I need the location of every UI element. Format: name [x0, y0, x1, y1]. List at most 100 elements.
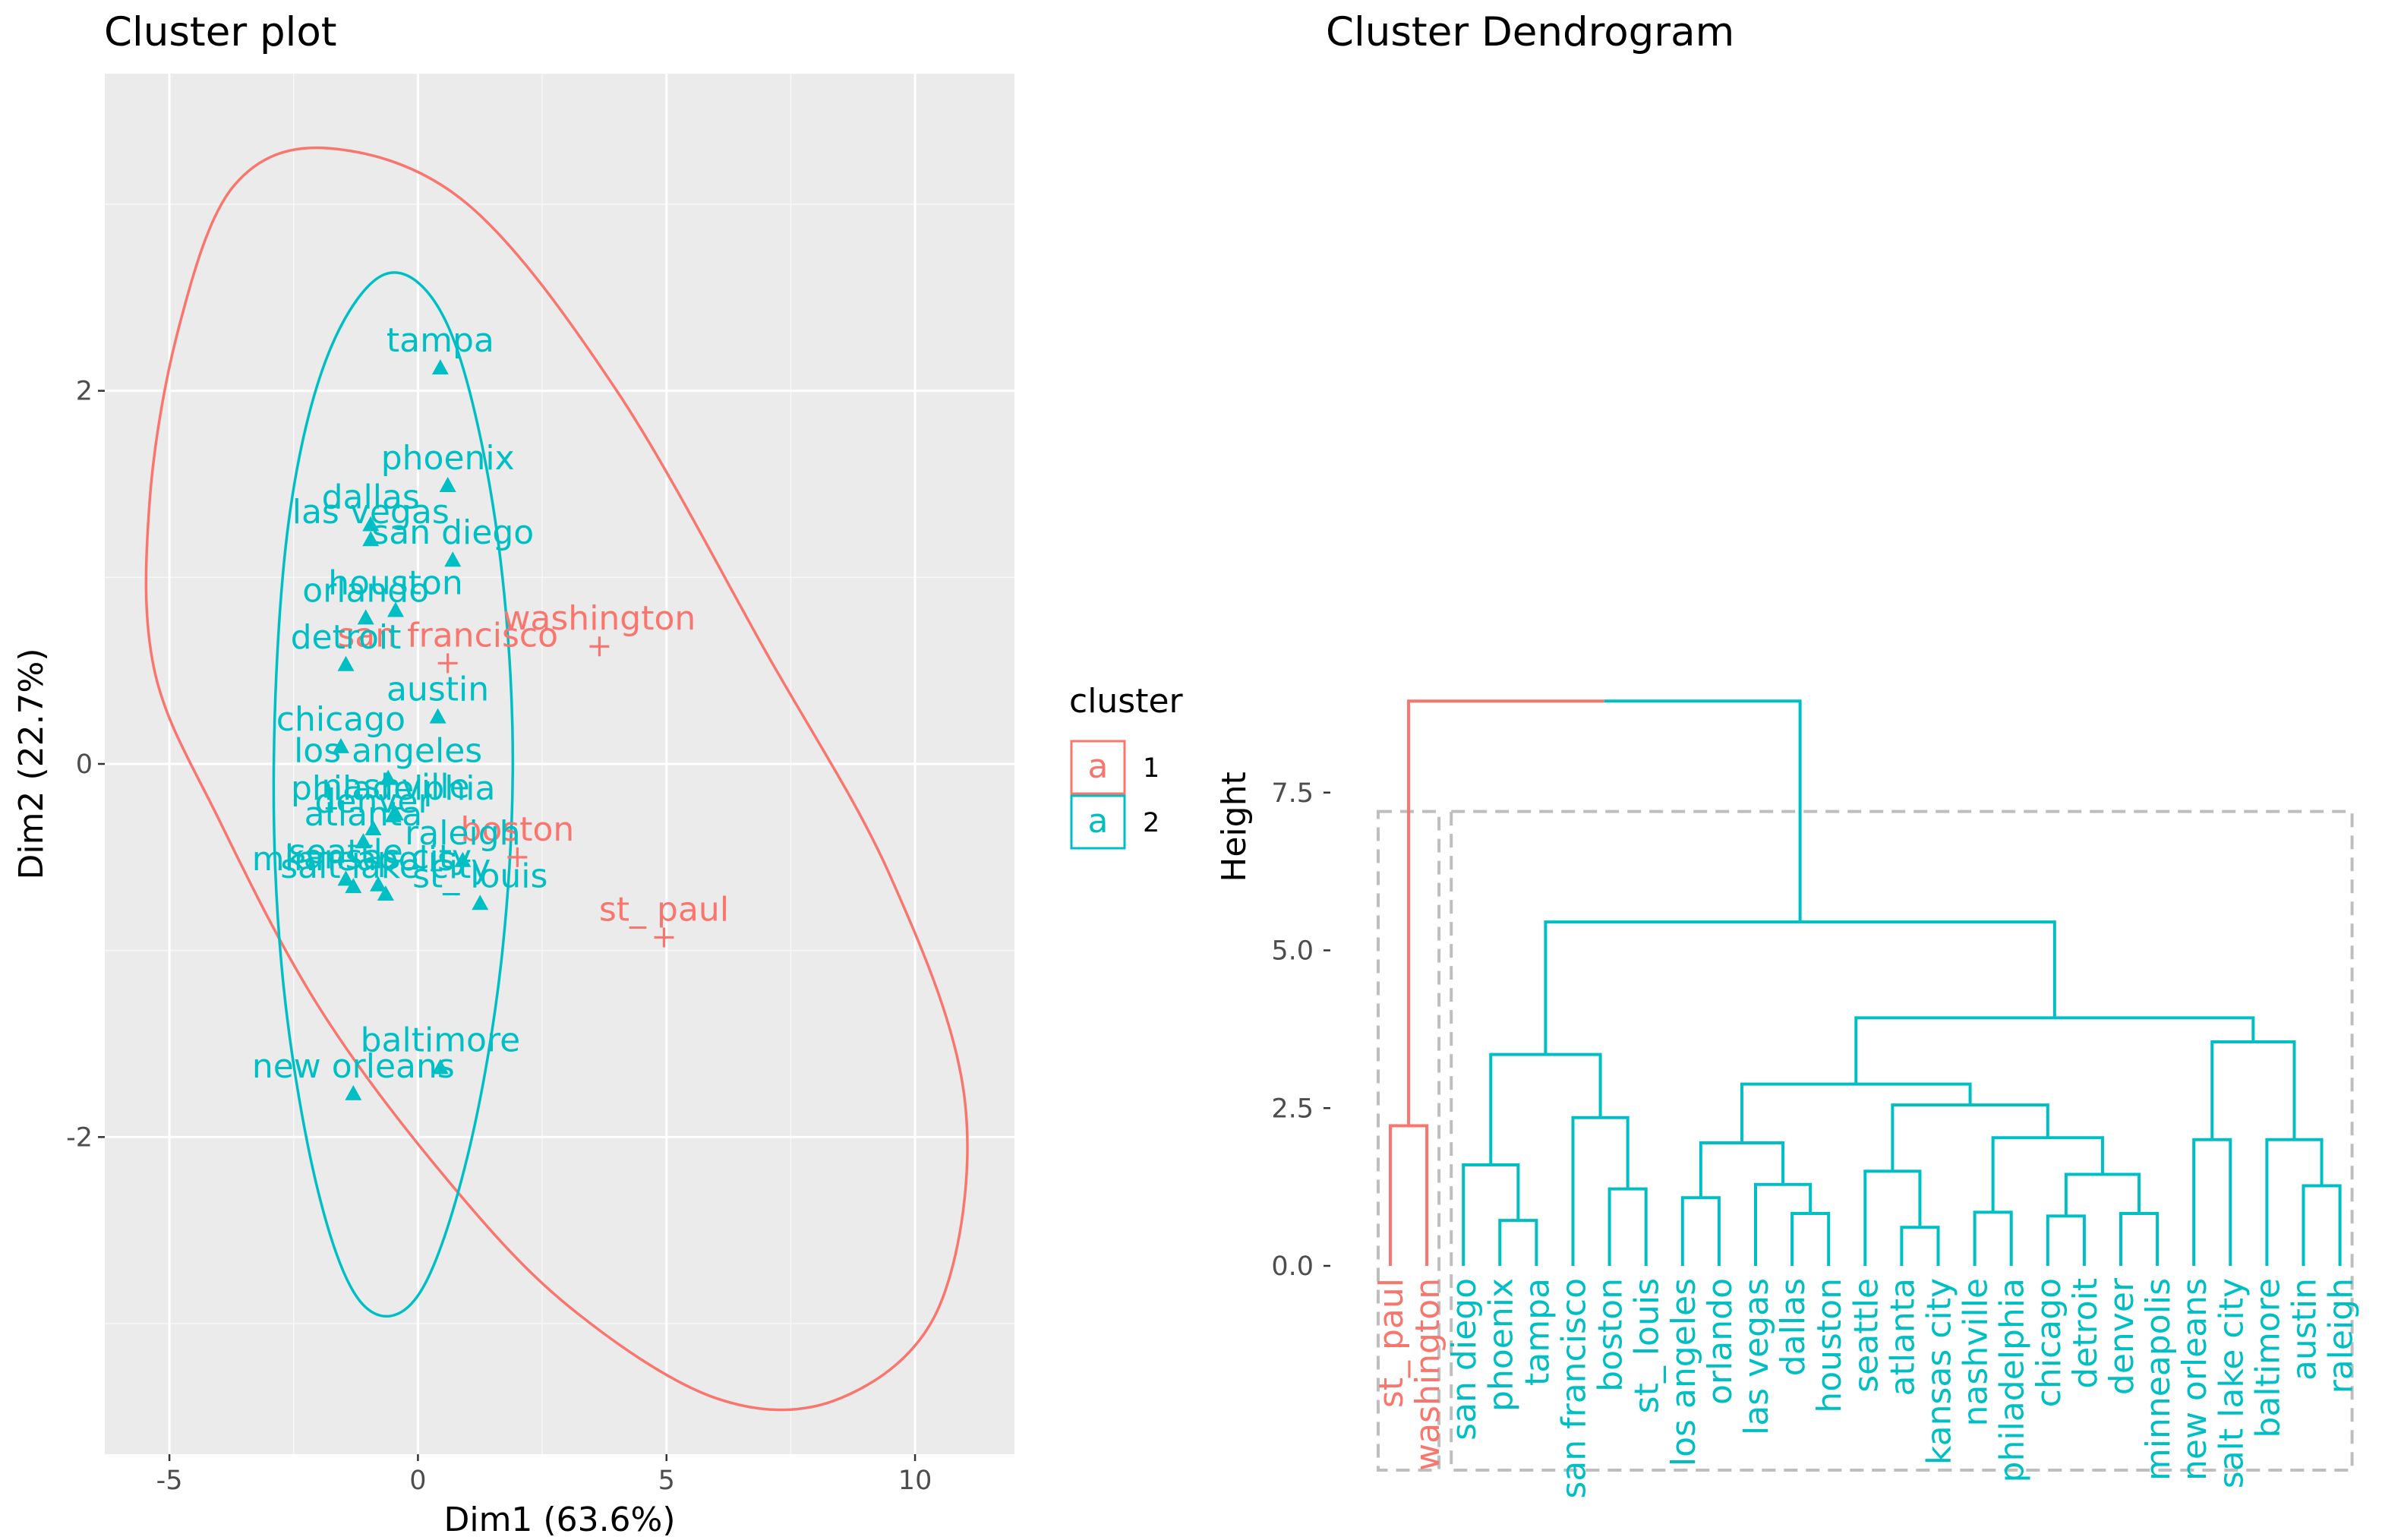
point-marker [370, 876, 387, 891]
dendrogram-branch [2302, 1184, 2342, 1266]
leaf-label: salt lake city [2212, 1278, 2251, 1488]
y-tick-label: 0.0 [1271, 1251, 1314, 1282]
leaf-label: phoenix [1481, 1278, 1520, 1412]
height-axis-title: Height [1215, 772, 1254, 882]
point-label: philadelphia [291, 769, 495, 808]
point-label: minneapolis [252, 840, 455, 879]
dendrogram-branch [2064, 1172, 2141, 1217]
leaf-label: orlando [1701, 1278, 1740, 1405]
point-marker [345, 1084, 362, 1100]
dendrogram-branch [2046, 1214, 2086, 1266]
dendrogram-branch [1973, 1210, 2013, 1266]
leaf-label: st_ paul [1372, 1278, 1411, 1408]
dendrogram-branch [2119, 1212, 2160, 1266]
leaf-label: dallas [1774, 1278, 1813, 1376]
legend-title: cluster [1069, 682, 1184, 721]
leaf-label: washington [1409, 1278, 1447, 1471]
dendrogram-branch [1900, 1226, 1940, 1266]
point-marker [337, 870, 355, 886]
point-marker [380, 769, 397, 785]
leaf-label: baltimore [2248, 1278, 2287, 1438]
leaf-label: raleigh [2322, 1278, 2361, 1393]
point-marker [355, 833, 372, 849]
point-label: orlando [302, 571, 429, 610]
leaf-label: san francisco [1555, 1278, 1594, 1499]
point-label: kansas city [285, 838, 472, 877]
point-marker [589, 636, 610, 657]
dendrogram-branch [1544, 920, 2056, 1055]
y-tick-label: -2 [66, 1122, 93, 1153]
dendrogram-branch [1498, 1219, 1538, 1266]
dendrogram-branch [2210, 1040, 2296, 1140]
leaf-label: chicago [2030, 1278, 2068, 1407]
dendrogram-branch [1389, 1124, 1429, 1266]
point-label: phoenix [381, 439, 515, 478]
point-label: nashville [321, 767, 469, 806]
point-label: baltimore [361, 1021, 521, 1059]
leaf-label: atlanta [1883, 1278, 1922, 1396]
x-tick-label: -5 [156, 1466, 183, 1496]
x-axis-title: Dim1 (63.6%) [443, 1501, 675, 1539]
leaf-label: las vegas [1737, 1278, 1776, 1435]
cluster-plot-title: Cluster plot [104, 9, 337, 55]
point-label: atlanta [304, 795, 423, 834]
dendrogram-branch [1462, 1163, 1520, 1266]
leaf-label: st_ louis [1628, 1278, 1667, 1413]
y-axis-ticks: 0.0 2.5 5.0 7.5 [1271, 778, 1330, 1282]
point-marker [654, 927, 674, 948]
y-tick-label: 0 [76, 749, 93, 780]
point-marker [429, 708, 446, 724]
dendrogram-branch [1790, 1212, 1831, 1266]
legend-label: 2 [1143, 808, 1159, 838]
point-marker [437, 653, 458, 674]
dendrogram-branch [1854, 1016, 2255, 1084]
leaf-label: kansas city [1920, 1278, 1959, 1465]
point-label: boston [460, 810, 574, 849]
data-points [332, 359, 674, 1100]
legend-key-glyph: a [1088, 747, 1109, 786]
point-label: austin [386, 671, 489, 709]
point-marker [439, 476, 456, 492]
point-marker [431, 359, 449, 375]
dendrogram-title: Cluster Dendrogram [1326, 9, 1734, 55]
point-marker [377, 885, 394, 901]
point-label: san francisco [337, 616, 558, 655]
leaf-label: houston [1810, 1278, 1849, 1413]
point-label: los angeles [294, 732, 482, 771]
point-marker [384, 806, 402, 822]
point-label: dallas [322, 478, 420, 517]
point-label: salt lake city [280, 847, 491, 886]
dendrogram-branch [1991, 1136, 2104, 1213]
y-tick-label: 2 [76, 377, 93, 407]
point-marker [345, 878, 362, 894]
point-marker [444, 551, 462, 567]
point-label: st_ paul [599, 890, 729, 929]
legend-key-glyph: a [1088, 802, 1109, 841]
point-label: st_ louis [412, 857, 547, 895]
point-label: new orleans [252, 1047, 455, 1086]
point-marker [362, 531, 380, 547]
leaf-label: minneapolis [2139, 1278, 2178, 1481]
legend-key [1070, 794, 1126, 850]
point-marker [362, 516, 380, 532]
point-label: seattle [289, 832, 403, 871]
dendrogram-branch [1680, 1196, 1721, 1266]
dendrogram-branch [2192, 1138, 2232, 1266]
point-label: denver [314, 782, 432, 821]
point-label: las vegas [292, 493, 450, 532]
leaf-label: new orleans [2175, 1278, 2214, 1481]
x-tick-label: 0 [409, 1466, 426, 1496]
leaf-label: austin [2286, 1278, 2324, 1381]
point-marker [431, 1059, 449, 1075]
grid-lines [105, 74, 1014, 1454]
dendrogram-branch [1407, 699, 1604, 1126]
leaf-label: philadelphia [1993, 1278, 2032, 1482]
leaf-label: seattle [1847, 1278, 1885, 1393]
cluster-ellipses [144, 146, 969, 1412]
y-axis-ticks: -2 0 2 [66, 377, 105, 1153]
legend-label: 1 [1143, 753, 1159, 784]
leaf-label: nashville [1957, 1278, 1996, 1426]
point-label: detroit [291, 618, 402, 657]
